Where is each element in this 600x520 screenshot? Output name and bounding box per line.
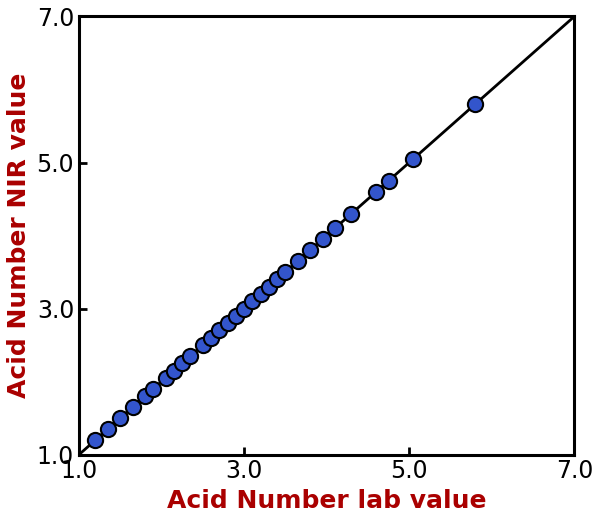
Point	[91, 436, 100, 444]
Point	[185, 352, 195, 360]
Point	[115, 414, 125, 422]
Point	[470, 100, 480, 108]
Point	[293, 257, 302, 265]
Point	[256, 290, 265, 298]
Point	[248, 297, 257, 305]
Point	[178, 359, 187, 368]
Point	[169, 367, 179, 375]
Point	[330, 224, 340, 232]
Point	[198, 341, 208, 349]
Point	[281, 268, 290, 276]
Point	[206, 334, 216, 342]
Point	[161, 374, 170, 382]
Point	[140, 392, 150, 400]
Point	[318, 235, 328, 243]
Point	[272, 275, 282, 283]
Point	[231, 311, 241, 320]
Point	[103, 425, 113, 433]
Point	[305, 246, 315, 254]
Point	[223, 319, 232, 328]
Point	[347, 210, 356, 218]
Point	[409, 154, 418, 163]
Point	[239, 304, 249, 313]
Point	[264, 282, 274, 291]
Y-axis label: Acid Number NIR value: Acid Number NIR value	[7, 73, 31, 398]
Point	[215, 327, 224, 335]
Point	[148, 385, 158, 393]
Point	[384, 177, 394, 185]
X-axis label: Acid Number lab value: Acid Number lab value	[167, 489, 487, 513]
Point	[128, 403, 137, 411]
Point	[371, 188, 381, 196]
